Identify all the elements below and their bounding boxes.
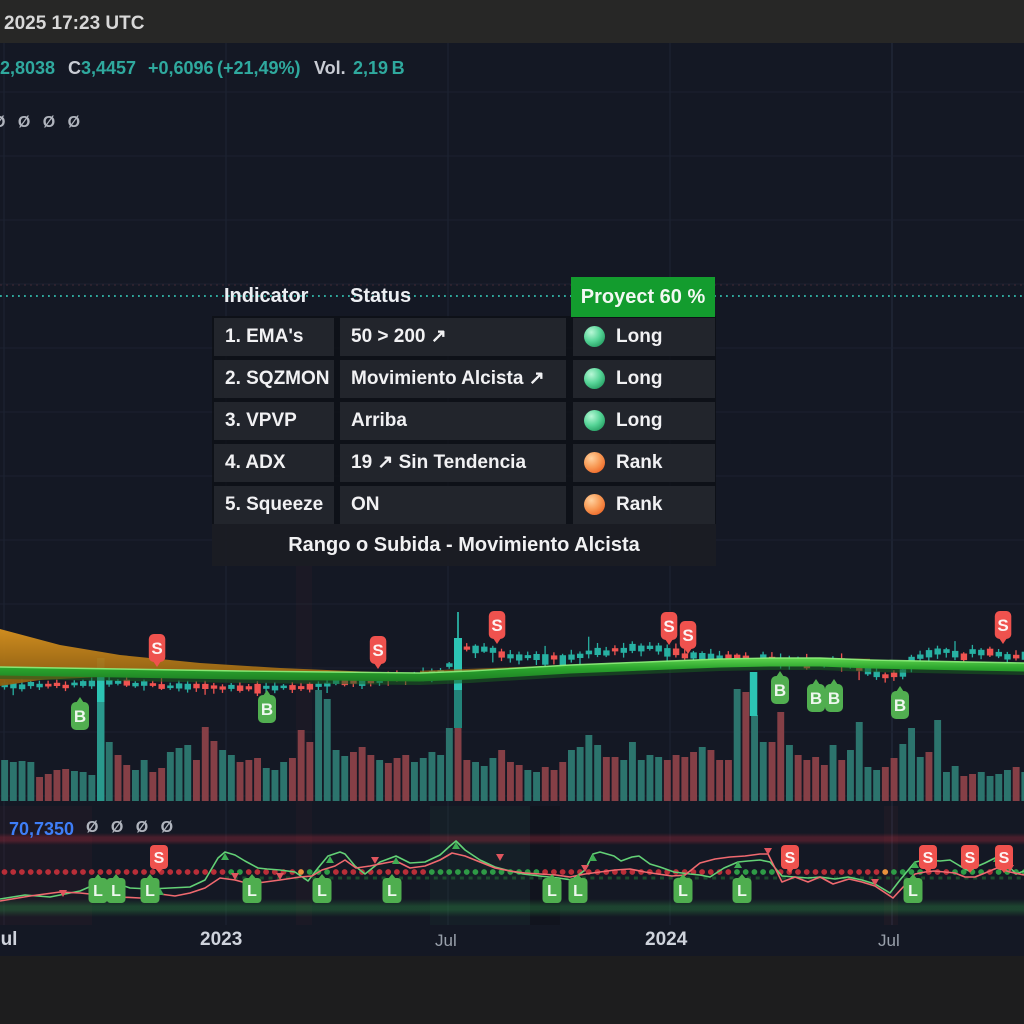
svg-text:L: L bbox=[111, 883, 121, 900]
svg-text:L: L bbox=[678, 883, 688, 900]
svg-text:B: B bbox=[74, 707, 86, 726]
svg-text:L: L bbox=[737, 883, 747, 900]
svg-text:S: S bbox=[999, 850, 1010, 867]
svg-text:L: L bbox=[145, 883, 155, 900]
svg-text:L: L bbox=[547, 883, 557, 900]
svg-text:B: B bbox=[828, 689, 840, 708]
svg-text:S: S bbox=[682, 626, 693, 645]
svg-text:S: S bbox=[491, 616, 502, 635]
svg-text:S: S bbox=[372, 641, 383, 660]
svg-text:B: B bbox=[894, 696, 906, 715]
svg-text:S: S bbox=[154, 850, 165, 867]
svg-text:S: S bbox=[997, 616, 1008, 635]
svg-text:S: S bbox=[923, 850, 934, 867]
svg-text:B: B bbox=[810, 689, 822, 708]
svg-text:B: B bbox=[261, 700, 273, 719]
svg-text:L: L bbox=[387, 883, 397, 900]
svg-text:S: S bbox=[151, 639, 162, 658]
svg-text:L: L bbox=[247, 883, 257, 900]
svg-text:S: S bbox=[965, 850, 976, 867]
svg-text:L: L bbox=[93, 883, 103, 900]
svg-text:B: B bbox=[774, 681, 786, 700]
svg-text:L: L bbox=[573, 883, 583, 900]
svg-text:L: L bbox=[908, 883, 918, 900]
svg-text:S: S bbox=[663, 617, 674, 636]
svg-text:L: L bbox=[317, 883, 327, 900]
svg-text:S: S bbox=[785, 850, 796, 867]
